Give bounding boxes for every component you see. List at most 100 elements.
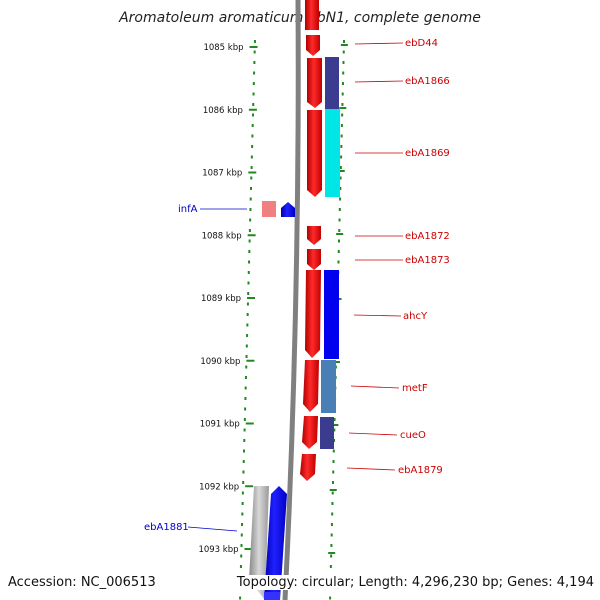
gc-dot: [341, 103, 344, 106]
cog-track: [320, 57, 340, 449]
forward-cds: [306, 35, 320, 56]
gc-dot: [239, 596, 242, 600]
gc-dot: [338, 208, 341, 211]
gc-dot: [248, 260, 251, 264]
gc-dot: [253, 71, 256, 75]
accession-text: Accession: NC_006513: [8, 575, 156, 590]
gc-dot: [243, 439, 246, 442]
gc-dot: [341, 113, 344, 117]
gc-dot: [333, 428, 336, 432]
gene-label[interactable]: ebA1881: [144, 522, 189, 533]
gc-dot: [331, 502, 334, 505]
gc-dot: [340, 124, 343, 127]
gc-dot: [342, 71, 345, 75]
gc-dot: [246, 302, 249, 306]
gc-dot: [332, 449, 335, 453]
gc-dot: [240, 544, 243, 547]
gc-dot: [332, 460, 335, 463]
leader-line: [354, 80, 404, 83]
gc-dot: [253, 50, 256, 54]
gc-dot: [249, 208, 252, 211]
tick-label: 1091 kbp: [200, 420, 240, 430]
cog-block: [324, 270, 339, 359]
gc-dot: [250, 176, 253, 180]
gc-dot: [244, 386, 247, 390]
gc-dot: [253, 61, 256, 64]
tick-label: 1093 kbp: [198, 545, 238, 555]
gc-track-left: [239, 40, 256, 600]
reverse-cds: [264, 486, 287, 600]
gc-dot: [330, 544, 333, 547]
gene-label[interactable]: ebA1866: [405, 76, 450, 87]
gc-dot: [337, 260, 340, 264]
leader-line: [346, 467, 396, 471]
gc-dot: [250, 187, 253, 190]
gc-dot: [240, 554, 243, 558]
gene-label[interactable]: cueO: [400, 430, 426, 441]
gc-dot: [252, 82, 255, 85]
leader-line: [348, 432, 398, 436]
gc-dot: [333, 439, 336, 442]
gc-dot: [249, 218, 252, 222]
gc-dot: [249, 197, 252, 201]
rna-feature: [262, 201, 276, 217]
gc-dot: [333, 418, 336, 421]
gc-dot: [250, 166, 253, 169]
gc-dot: [252, 92, 255, 96]
gene-label[interactable]: ahcY: [403, 311, 428, 322]
gc-dot: [246, 313, 249, 316]
leader-line: [187, 526, 238, 532]
gc-dot: [247, 281, 250, 285]
gc-dot: [241, 491, 244, 495]
gc-dot: [339, 197, 342, 201]
forward-cds: [300, 454, 316, 481]
leader-line: [350, 385, 400, 389]
gc-dot: [341, 82, 344, 85]
gc-dot: [330, 523, 333, 526]
gene-label[interactable]: ebA1872: [405, 231, 450, 242]
gc-dot: [342, 50, 345, 54]
gc-dot: [244, 376, 247, 379]
gc-dot: [248, 229, 251, 232]
gc-dot: [340, 145, 343, 148]
gc-dot: [340, 155, 343, 159]
gc-dot: [245, 344, 248, 348]
gc-dot: [329, 565, 332, 568]
gc-dot: [251, 145, 254, 148]
gc-dot: [245, 355, 248, 358]
cog-block: [321, 360, 336, 413]
cog-block: [325, 57, 339, 109]
gc-dot: [329, 596, 332, 600]
gc-dot: [330, 533, 333, 537]
gc-dot: [247, 271, 250, 274]
forward-cds: [307, 249, 321, 270]
gc-dot: [243, 418, 246, 421]
cog-block: [325, 109, 340, 197]
tick-label: 1090 kbp: [200, 357, 240, 367]
gene-label[interactable]: ebD44: [405, 38, 438, 49]
gc-dot: [242, 481, 245, 484]
gene-label[interactable]: infA: [178, 204, 198, 215]
gc-dot: [247, 292, 250, 295]
gene-labels: ebD44 ebA1866 ebA1869 infA ebA1872 ebA18…: [144, 38, 450, 533]
forward-cds: [302, 416, 318, 449]
tick-label: 1087 kbp: [202, 169, 242, 179]
gc-dot: [252, 103, 255, 106]
gc-dot: [241, 512, 244, 516]
gene-label[interactable]: metF: [402, 383, 428, 394]
gc-dot: [248, 250, 251, 253]
gc-dot: [244, 397, 247, 400]
gc-dot: [331, 512, 334, 516]
reverse-strand-track: [249, 201, 295, 600]
gene-label[interactable]: ebA1879: [398, 465, 443, 476]
forward-cds: [307, 58, 322, 108]
gene-label[interactable]: ebA1873: [405, 255, 450, 266]
gc-dot: [241, 502, 244, 505]
tick-label: 1092 kbp: [199, 482, 239, 492]
tick-label: 1085 kbp: [203, 43, 243, 53]
gc-dot: [251, 124, 254, 127]
gc-dot: [331, 491, 334, 495]
gc-dot: [341, 92, 344, 96]
gene-label[interactable]: ebA1869: [405, 148, 450, 159]
